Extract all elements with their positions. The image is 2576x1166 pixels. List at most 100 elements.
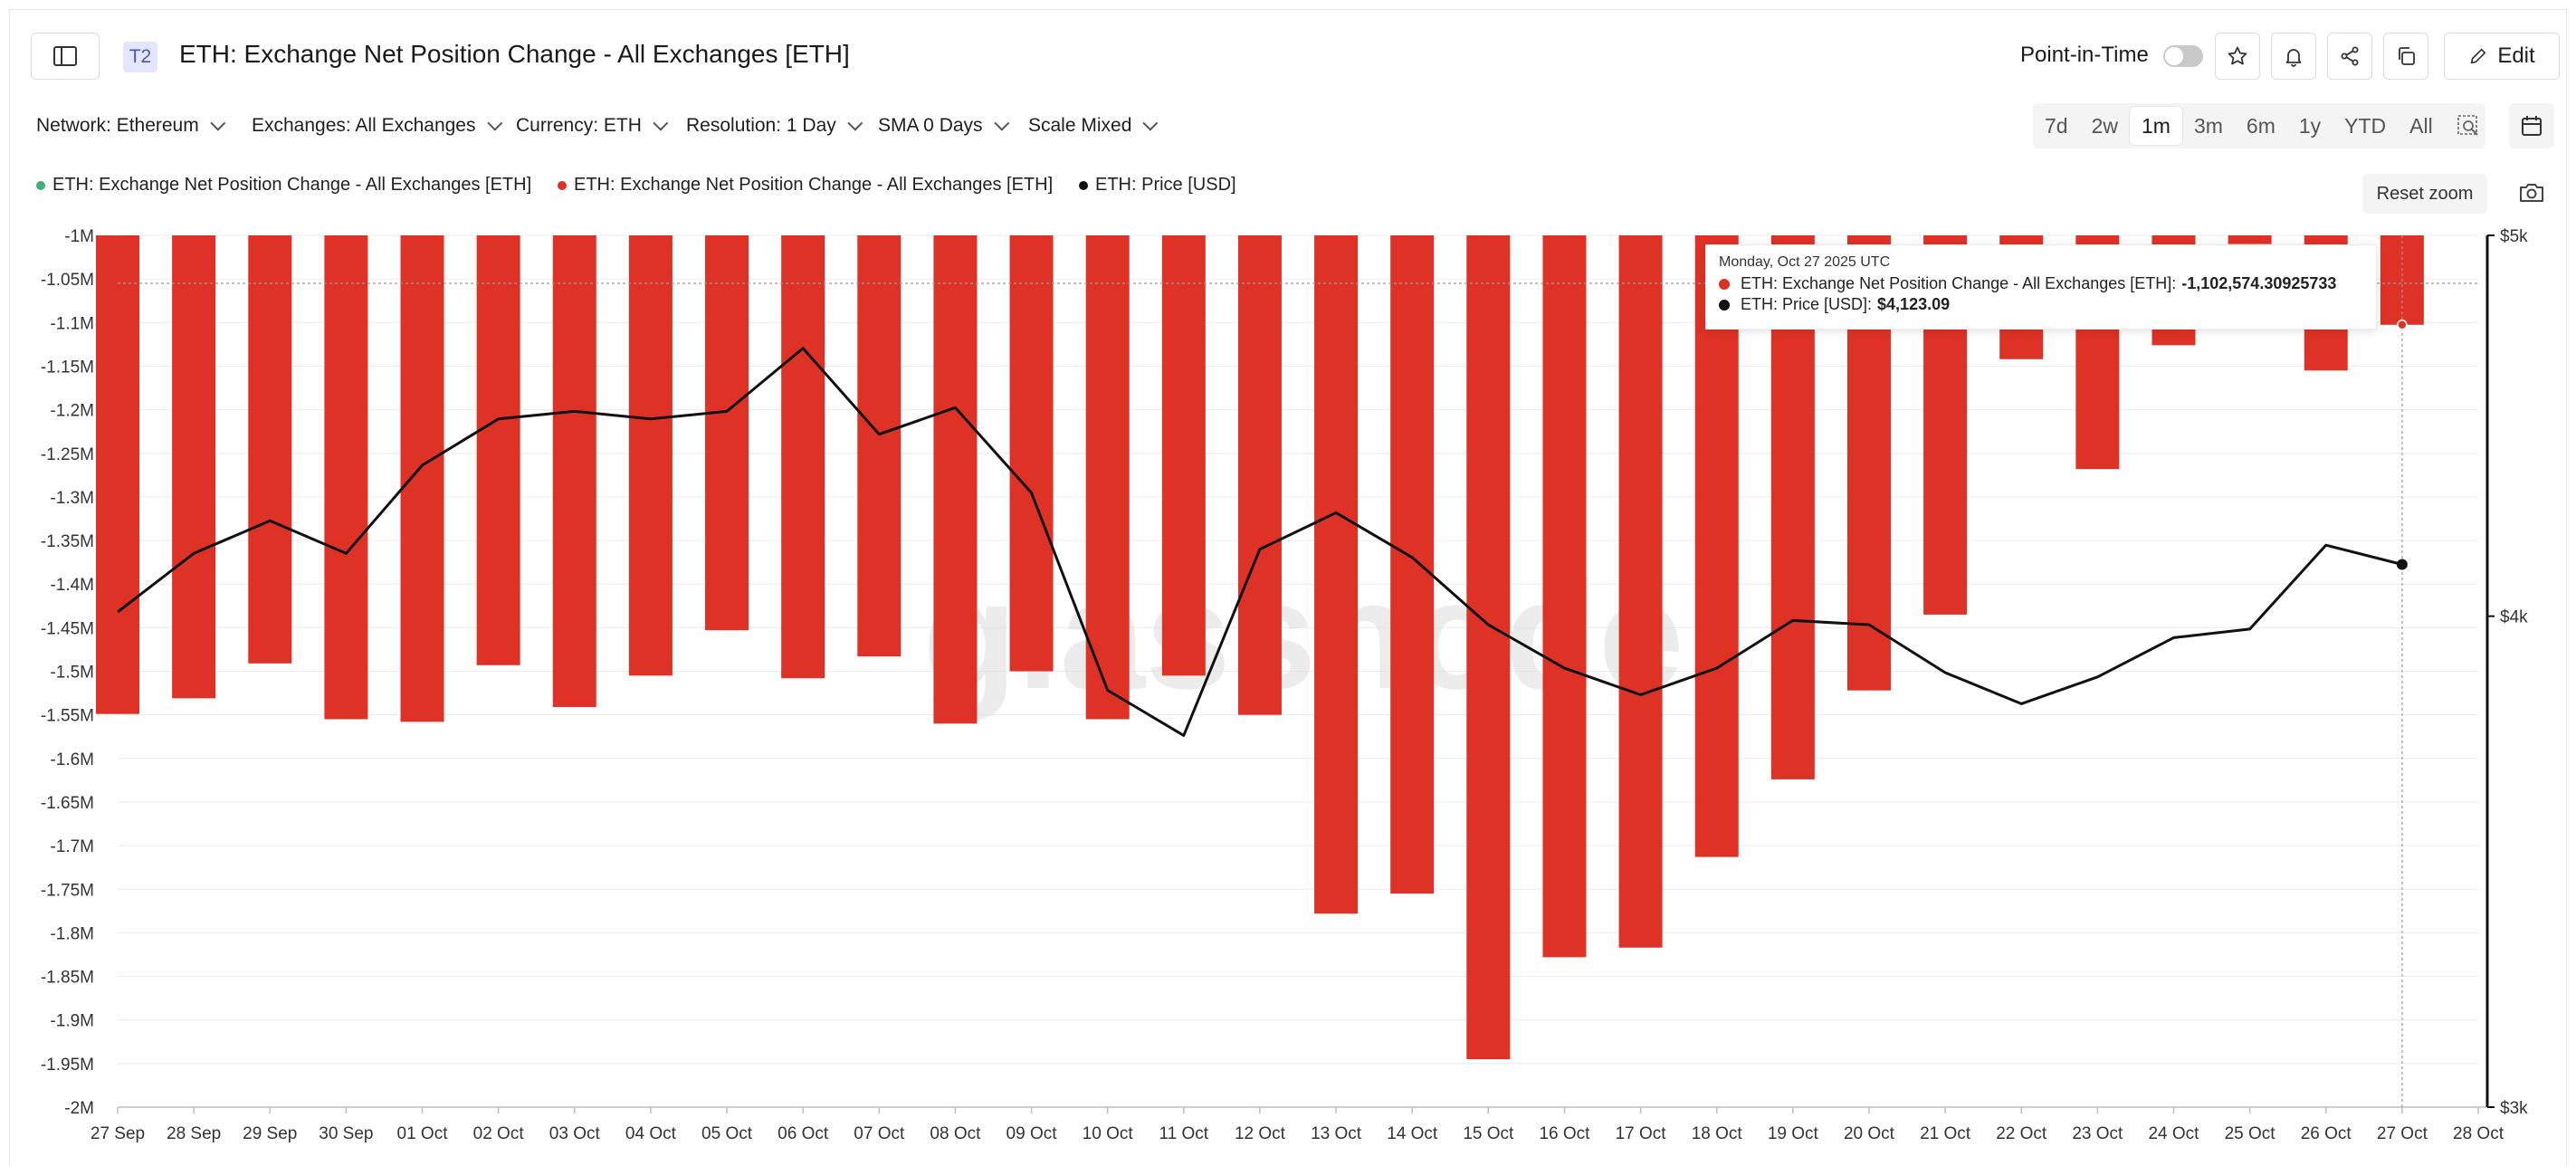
tier-badge: T2 — [123, 42, 157, 72]
legend-item-green[interactable]: ETH: Exchange Net Position Change - All … — [36, 175, 531, 196]
legend-item-red[interactable]: ETH: Exchange Net Position Change - All … — [558, 175, 1053, 196]
bar — [2228, 235, 2272, 244]
x-tick-label: 28 Sep — [167, 1124, 221, 1143]
bar — [476, 235, 520, 665]
y-tick-label: -1.15M — [41, 358, 94, 377]
bar — [248, 235, 292, 664]
network-filter[interactable]: Network: Ethereum — [36, 115, 226, 137]
exchanges-filter[interactable]: Exchanges: All Exchanges — [252, 115, 502, 137]
bar — [400, 235, 444, 722]
x-tick-label: 13 Oct — [1311, 1124, 1362, 1143]
sidebar-toggle-button[interactable] — [31, 33, 100, 80]
x-tick-label: 23 Oct — [2072, 1124, 2123, 1143]
price-line — [117, 347, 2403, 737]
edit-label: Edit — [2497, 43, 2535, 68]
share-button[interactable] — [2327, 33, 2372, 80]
sma-filter[interactable]: SMA 0 Days — [878, 115, 1009, 137]
right-tick-label: $3k — [2500, 1099, 2528, 1118]
calendar-button[interactable] — [2509, 103, 2554, 148]
range-1m[interactable]: 1m — [2130, 107, 2182, 145]
range-ytd[interactable]: YTD — [2344, 113, 2387, 138]
x-tick-label: 27 Sep — [91, 1124, 145, 1143]
resolution-filter[interactable]: Resolution: 1 Day — [686, 115, 863, 137]
page-title: ETH: Exchange Net Position Change - All … — [179, 40, 850, 68]
chart-panel — [9, 9, 2567, 1166]
x-tick-label: 20 Oct — [1844, 1124, 1895, 1143]
calendar-icon — [2522, 116, 2542, 136]
legend-label-red: ETH: Exchange Net Position Change - All … — [574, 175, 1054, 195]
hover-tooltip: Monday, Oct 27 2025 UTC ETH: Exchange Ne… — [1705, 244, 2377, 330]
bell-icon — [2285, 49, 2302, 67]
bar — [1390, 235, 1435, 894]
x-tick-label: 28 Oct — [2453, 1124, 2504, 1143]
legend-dot-green — [36, 180, 45, 190]
x-tick-label: 19 Oct — [1768, 1124, 1819, 1143]
y-tick-label: -1.7M — [50, 837, 94, 856]
range-6m[interactable]: 6m — [2246, 113, 2275, 138]
y-tick-label: -1.35M — [41, 532, 94, 551]
copy-icon — [2399, 47, 2415, 65]
x-tick-label: 15 Oct — [1463, 1124, 1514, 1143]
scale-filter[interactable]: Scale Mixed — [1028, 115, 1159, 137]
x-tick-label: 17 Oct — [1616, 1124, 1667, 1143]
edit-button[interactable]: Edit — [2444, 33, 2560, 80]
bar — [628, 235, 673, 676]
price-hover-point — [2396, 559, 2408, 570]
favorite-button[interactable] — [2215, 33, 2260, 80]
y-tick-label: -1.2M — [50, 402, 94, 421]
tooltip-dot-black — [1719, 299, 1730, 311]
y-tick-label: -1.1M — [50, 314, 94, 333]
zoom-select-button[interactable] — [2445, 107, 2492, 145]
axes: -1M -1.05M -1.1M -1.15M -1.2M -1.25M -1.3M -1.3… — [41, 227, 2528, 1143]
camera-icon[interactable] — [2518, 181, 2545, 205]
y-tick-label: -1M — [64, 227, 94, 246]
alert-button[interactable] — [2271, 33, 2316, 80]
x-tick-label: 14 Oct — [1387, 1124, 1438, 1143]
y-tick-label: -1.9M — [50, 1012, 94, 1031]
range-2w[interactable]: 2w — [2091, 113, 2118, 138]
x-tick-label: 02 Oct — [473, 1124, 525, 1143]
legend-item-price[interactable]: ETH: Price [USD] — [1079, 175, 1236, 196]
right-tick-label: $4k — [2500, 608, 2528, 627]
bar — [1009, 235, 1054, 672]
x-tick-label: 08 Oct — [930, 1124, 981, 1143]
bar — [1085, 235, 1130, 720]
x-tick-label: 03 Oct — [549, 1124, 601, 1143]
reset-zoom-button[interactable]: Reset zoom — [2362, 174, 2487, 214]
legend-dot-black — [1079, 180, 1088, 190]
tooltip-netpos-value: -1,102,574.30925733 — [2181, 274, 2337, 292]
right-tick-label: $5k — [2500, 227, 2528, 246]
bar — [172, 235, 216, 699]
point-in-time-label: Point-in-Time — [2020, 43, 2149, 67]
x-tick-label: 21 Oct — [1920, 1124, 1971, 1143]
bar-hover-point — [2397, 320, 2408, 330]
bar — [1618, 235, 1663, 948]
sma-filter-label: SMA 0 Days — [878, 115, 983, 136]
y-tick-label: -1.65M — [41, 794, 94, 813]
x-tick-label: 06 Oct — [778, 1124, 829, 1143]
copy-button[interactable] — [2383, 33, 2428, 80]
tooltip-price-row: ETH: Price [USD]: $4,123.09 — [1719, 295, 2363, 314]
range-all[interactable]: All — [2409, 113, 2433, 138]
x-tick-label: 16 Oct — [1539, 1124, 1590, 1143]
x-tick-label: 04 Oct — [625, 1124, 677, 1143]
bar — [705, 235, 749, 631]
legend-dot-red — [558, 180, 567, 190]
y-tick-label: -1.25M — [41, 445, 94, 464]
bar — [857, 235, 902, 657]
exchanges-filter-label: Exchanges: All Exchanges — [252, 115, 476, 136]
tooltip-date: Monday, Oct 27 2025 UTC — [1719, 254, 1891, 270]
range-1y[interactable]: 1y — [2298, 113, 2322, 138]
bar — [1694, 235, 1739, 857]
tooltip-price-label: ETH: Price [USD]: — [1741, 295, 1873, 313]
x-tick-label: 07 Oct — [854, 1124, 905, 1143]
currency-filter[interactable]: Currency: ETH — [516, 115, 669, 137]
x-tick-label: 29 Sep — [243, 1124, 297, 1143]
x-tick-label: 25 Oct — [2225, 1124, 2276, 1143]
range-selector: 7d 2w 1m 3m 6m 1y YTD All — [2033, 103, 2485, 148]
range-3m[interactable]: 3m — [2193, 113, 2223, 138]
bar — [324, 235, 368, 720]
range-7d[interactable]: 7d — [2045, 113, 2068, 138]
sidebar-toggle-icon — [53, 46, 77, 66]
